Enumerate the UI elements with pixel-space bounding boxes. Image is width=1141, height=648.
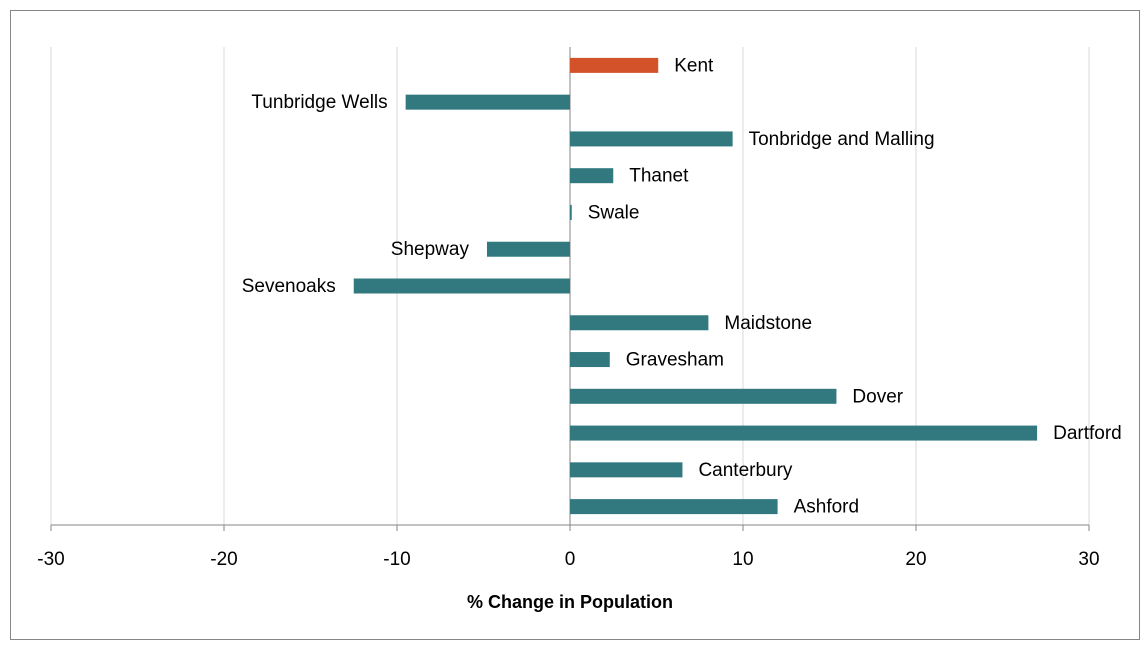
x-tick-label: 0 [565,549,576,570]
bar [570,425,1038,441]
bar [570,388,837,404]
bar [570,204,572,220]
bar [570,168,614,184]
bar [570,352,610,368]
x-tick-label: -20 [210,549,237,570]
bar [353,278,570,294]
x-tick-label: 10 [732,549,753,570]
bar-label: Thanet [629,166,689,187]
x-axis-title: % Change in Population [467,592,673,612]
bar-label: Sevenoaks [242,276,336,297]
bar-label: Swale [588,202,640,223]
bar [486,241,570,257]
bar-label: Shepway [391,239,470,260]
bar-label: Dover [852,386,903,407]
x-tick-label: 20 [905,549,926,570]
bar-label: Gravesham [626,350,724,371]
bar-label: Dartford [1053,423,1122,444]
bar [570,499,778,515]
bar [570,315,709,331]
bar-label: Kent [674,55,714,76]
bar-label: Tonbridge and Malling [749,129,935,150]
bar [405,94,570,110]
bar-label: Tunbridge Wells [251,92,387,113]
bar-label: Canterbury [698,460,792,481]
x-tick-label: 30 [1078,549,1099,570]
bar [570,57,659,73]
bar [570,131,733,147]
bar-label: Ashford [794,497,859,518]
bar [570,462,683,478]
bar-label: Maidstone [724,313,812,334]
x-tick-label: -30 [37,549,64,570]
x-tick-label: -10 [383,549,410,570]
